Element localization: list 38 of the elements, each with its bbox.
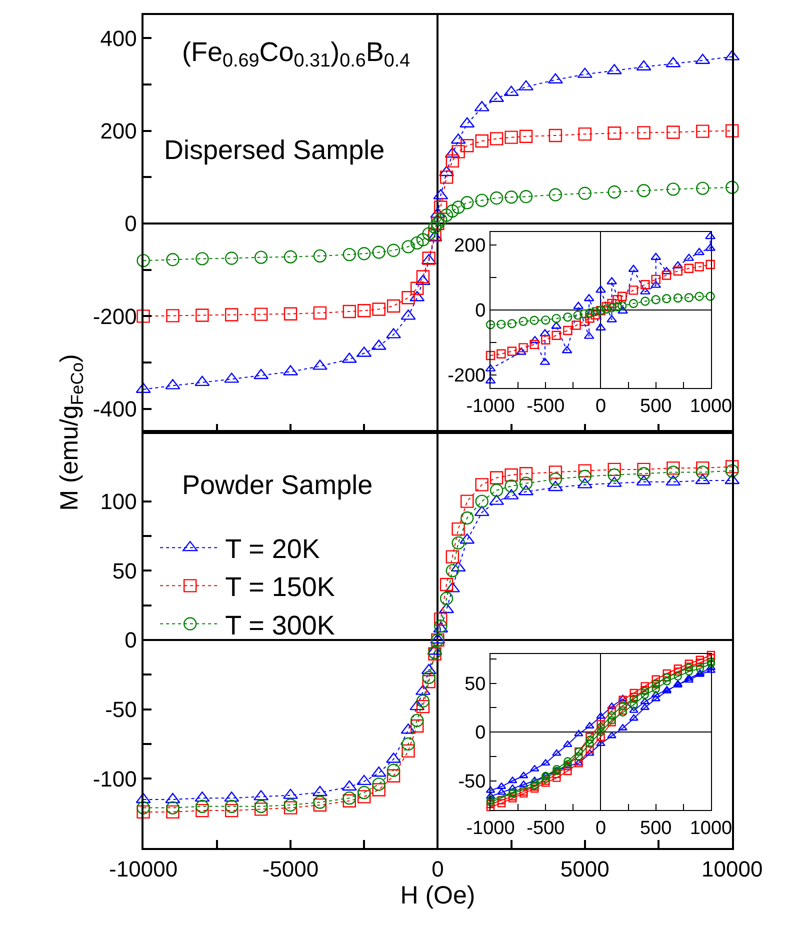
x-tick-label: 10000 xyxy=(702,856,763,882)
y-tick-label: 0 xyxy=(475,722,486,744)
x-tick-label: 500 xyxy=(640,818,672,839)
y-tick-label: 100 xyxy=(100,489,137,514)
y-tick-label: 0 xyxy=(124,211,137,236)
y-tick-label: 50 xyxy=(112,558,137,584)
y-tick-label: 0 xyxy=(475,300,486,322)
y-tick-label: 200 xyxy=(100,118,137,144)
y-tick-label: 200 xyxy=(454,236,486,257)
x-tick-label: 0 xyxy=(595,818,606,839)
y-tick-label: 50 xyxy=(464,674,486,695)
y-tick-label: 0 xyxy=(124,628,137,653)
x-tick-label: 0 xyxy=(595,396,606,417)
x-tick-label: -500 xyxy=(526,396,565,417)
x-tick-label: -1000 xyxy=(466,818,515,839)
x-tick-label: 0 xyxy=(432,856,444,882)
x-tick-label: 1000 xyxy=(690,818,732,839)
text: (Fe$_{0.69}$Co$_{0.31}$)$_{0.6}$B$_{0.4}$ xyxy=(182,37,410,72)
x-tick-label: -500 xyxy=(526,818,565,839)
x-tick-label: 5000 xyxy=(560,856,610,882)
y-tick-label: -200 xyxy=(92,304,137,329)
x-tick-label: 1000 xyxy=(690,396,732,417)
y-tick-label: -50 xyxy=(458,771,486,792)
legend-label: T = 300K xyxy=(225,610,335,640)
x-tick-label: -1000 xyxy=(466,396,515,417)
x-tick-label: 500 xyxy=(640,396,672,417)
legend-label: T = 150K xyxy=(225,572,335,602)
y-tick-label: -200 xyxy=(448,366,486,387)
x-tick-label: -10000 xyxy=(109,856,178,882)
y-tick-label: -50 xyxy=(105,697,137,722)
y-tick-label: 400 xyxy=(100,26,137,51)
y-tick-label: -100 xyxy=(92,766,137,792)
y-tick-label: -400 xyxy=(92,396,137,422)
x-tick-label: -5000 xyxy=(262,856,319,882)
x-axis-title: H (Oe) xyxy=(400,881,476,910)
annotation: Dispersed Sample xyxy=(164,135,385,165)
annotation: Powder Sample xyxy=(182,470,373,500)
legend-label: T = 20K xyxy=(225,534,320,564)
